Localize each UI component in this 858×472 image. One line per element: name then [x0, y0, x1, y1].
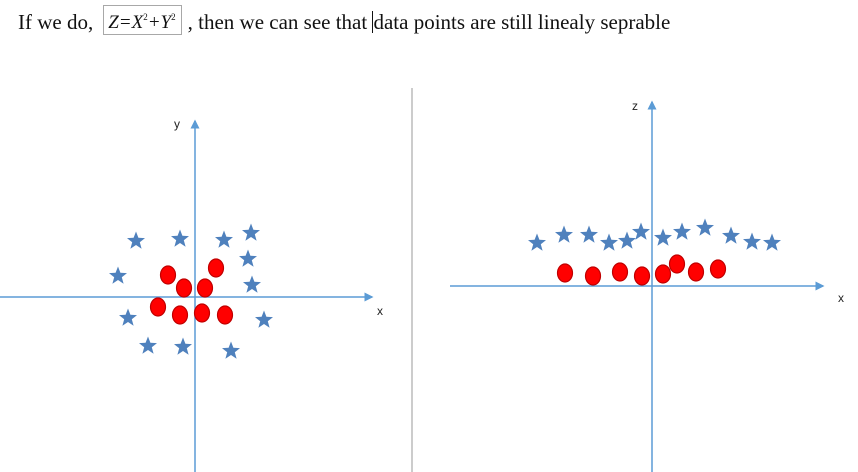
- star-marker: [654, 228, 672, 246]
- star-marker: [127, 231, 145, 249]
- circle-marker: [584, 266, 602, 286]
- formula-exponent-y: 2: [171, 12, 176, 22]
- formula-box[interactable]: Z=X2+Y2: [103, 5, 182, 35]
- explanation-sentence: If we do, Z=X2+Y2, then we can see that d…: [18, 5, 670, 37]
- circle-marker: [654, 264, 672, 284]
- star-marker: [722, 226, 740, 244]
- right-plot: x z: [450, 99, 844, 472]
- right-x-axis-label: x: [838, 291, 844, 305]
- formula-mid: +Y: [147, 12, 172, 33]
- star-marker: [580, 225, 598, 243]
- star-marker: [555, 225, 573, 243]
- star-marker: [239, 249, 257, 267]
- circle-marker: [175, 278, 193, 298]
- star-marker: [171, 229, 189, 247]
- right-z-axis-label: z: [632, 99, 638, 113]
- star-marker: [600, 233, 618, 251]
- star-marker: [528, 233, 546, 251]
- star-marker: [242, 223, 260, 241]
- circle-marker: [709, 259, 727, 279]
- formula-lhs: Z=X: [108, 12, 144, 33]
- sentence-intro: If we do,: [18, 10, 94, 34]
- star-marker: [119, 308, 137, 326]
- circle-marker: [171, 305, 189, 325]
- left-scatter-points: [109, 223, 273, 359]
- left-x-axis-label: x: [377, 304, 383, 318]
- circle-marker: [556, 263, 574, 283]
- circle-marker: [611, 262, 629, 282]
- star-marker: [215, 230, 233, 248]
- star-marker: [632, 222, 650, 240]
- left-y-axis-label: y: [174, 117, 180, 131]
- circle-marker: [216, 305, 234, 325]
- text-cursor: [372, 11, 374, 33]
- star-marker: [673, 222, 691, 240]
- star-marker: [763, 233, 781, 251]
- sentence-continuation: , then we can see that: [187, 10, 373, 34]
- circle-marker: [687, 262, 705, 282]
- star-marker: [139, 336, 157, 354]
- circle-marker: [633, 266, 651, 286]
- circle-marker: [149, 297, 167, 317]
- left-plot: x y: [0, 117, 383, 472]
- star-marker: [109, 266, 127, 284]
- circle-marker: [196, 278, 214, 298]
- star-marker: [222, 341, 240, 359]
- circle-marker: [159, 265, 177, 285]
- star-marker: [743, 232, 761, 250]
- circle-marker: [207, 258, 225, 278]
- circle-marker: [193, 303, 211, 323]
- star-marker: [174, 337, 192, 355]
- sentence-conclusion: data points are still linealy seprable: [373, 10, 671, 34]
- star-marker: [255, 310, 273, 328]
- star-marker: [243, 275, 261, 293]
- right-scatter-points: [528, 218, 781, 286]
- star-marker: [696, 218, 714, 236]
- circle-marker: [668, 254, 686, 274]
- formula-exponent-x: 2: [143, 12, 148, 22]
- star-marker: [618, 231, 636, 249]
